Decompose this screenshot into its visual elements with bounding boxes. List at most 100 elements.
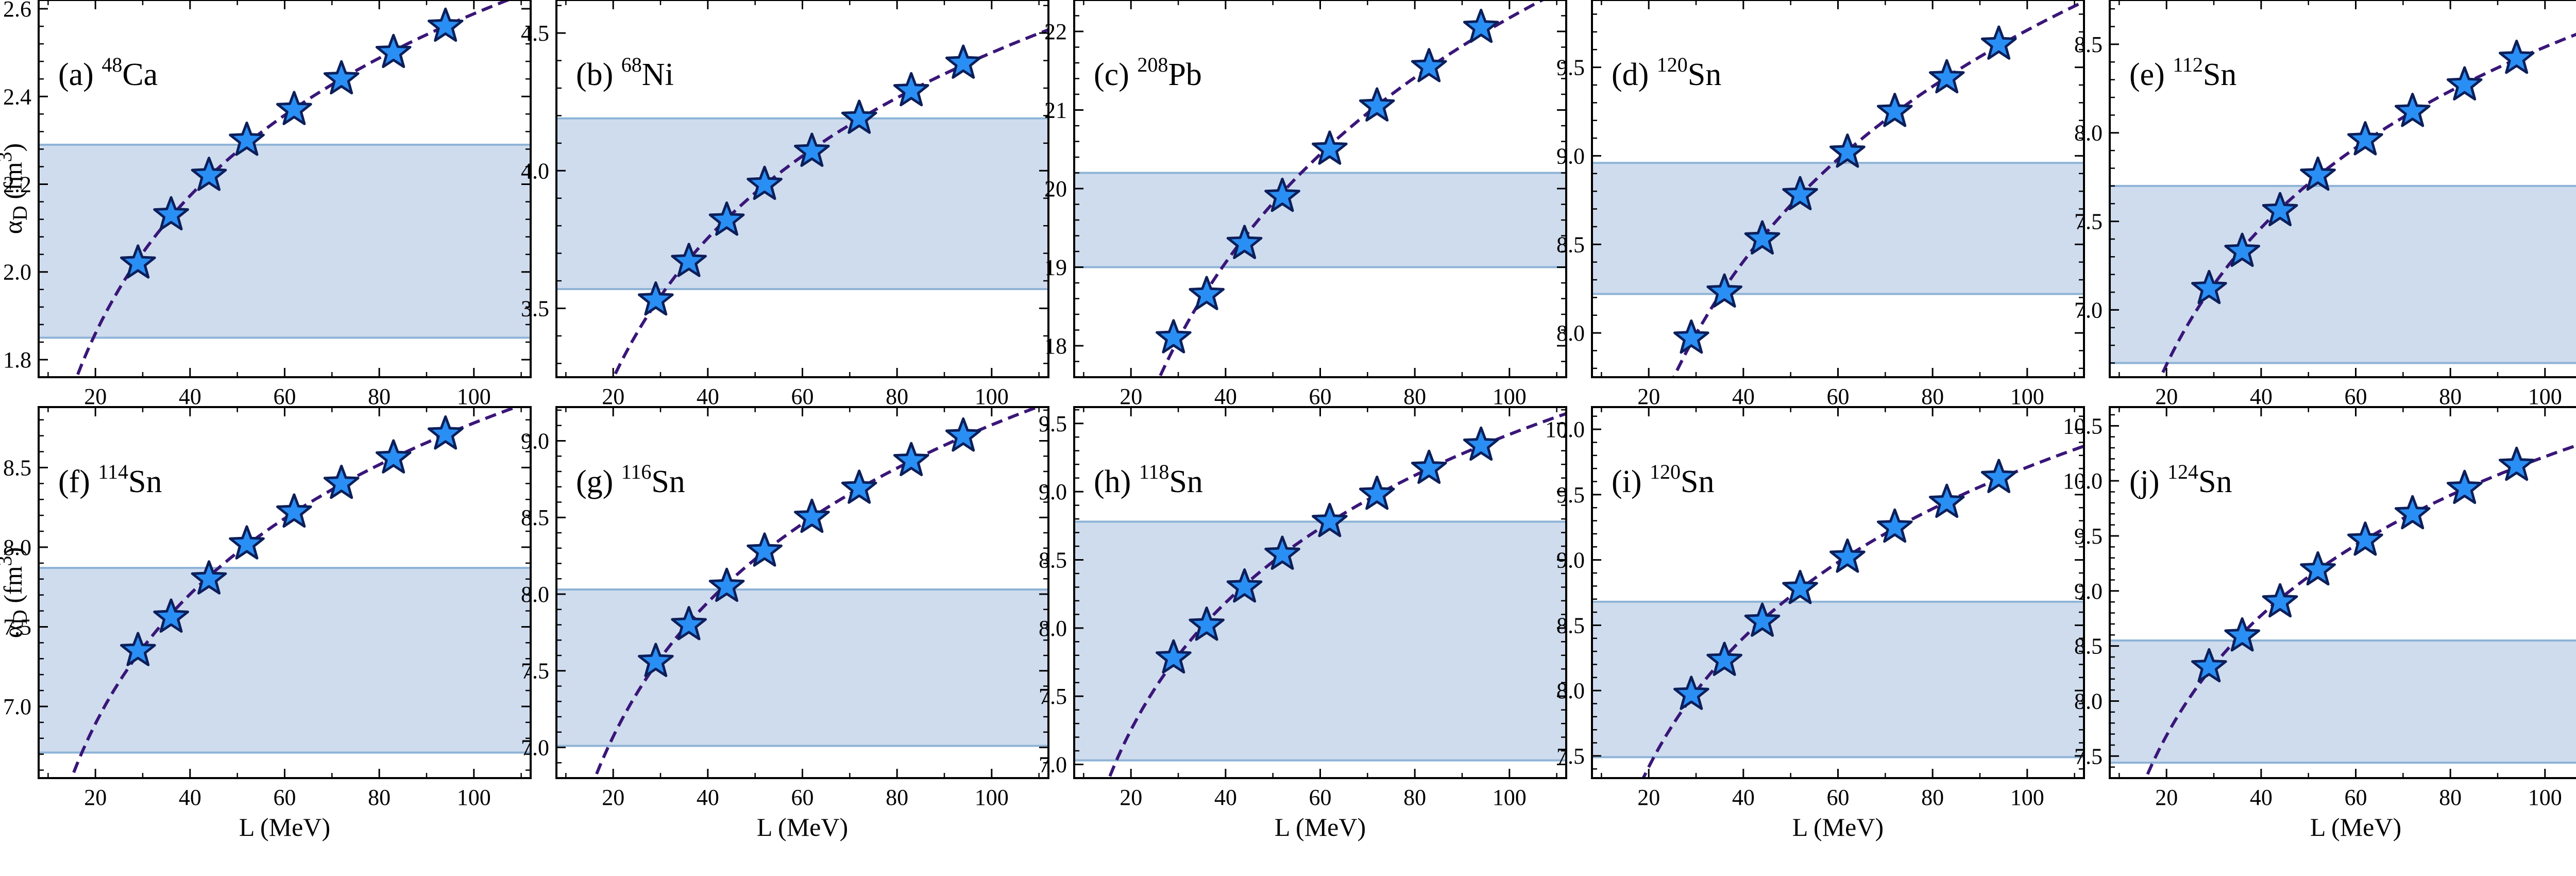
data-point-star	[1226, 225, 1263, 259]
x-tick-label: 20	[1120, 785, 1142, 810]
panel-i: 20 40 60 80 100 7.5 8.0 8.5 9.0 9.5 10.0 (i) 120Sn L…	[1545, 406, 2085, 841]
y-axis-label: αD (fm3)	[0, 143, 31, 234]
band-fill	[556, 589, 1048, 746]
y-tick-label: 2.4	[3, 84, 31, 109]
data-point-star	[1706, 273, 1742, 308]
x-tick-label: 40	[2250, 785, 2273, 810]
x-tick-label: 100	[457, 785, 491, 810]
data-point-star	[1673, 319, 1709, 354]
panel-letter: (b)	[576, 57, 621, 92]
x-axis-label: L (MeV)	[1792, 813, 1884, 841]
data-point-star	[375, 439, 412, 474]
band-fill	[1592, 163, 2084, 294]
data-point-star	[1264, 535, 1300, 570]
data-point-star	[229, 121, 265, 156]
panel-label: (i) 120Sn	[1612, 460, 1715, 499]
data-point-star	[747, 165, 783, 200]
element-symbol: Sn	[651, 464, 685, 499]
data-point-star	[1829, 538, 1866, 573]
data-point-star	[276, 493, 312, 528]
y-tick-label: 8.5	[1556, 613, 1585, 638]
data-point-star	[638, 281, 674, 316]
data-point-star	[2498, 39, 2535, 74]
element-symbol: Sn	[2198, 464, 2232, 499]
y-label-unit-exponent: 3	[0, 151, 16, 162]
y-tick-label: 10.5	[2063, 413, 2103, 439]
data-point-star	[1706, 642, 1742, 676]
mass-number: 68	[621, 53, 642, 76]
data-point-star	[1312, 130, 1348, 165]
panel-h: 20 40 60 80 100 7.0 7.5 8.0 8.5 9.0 9.5 (h) 118Sn L …	[1039, 406, 1567, 841]
y-tick-label: 7.0	[2074, 297, 2103, 323]
x-tick-label: 20	[602, 384, 624, 409]
x-tick-label: 80	[1921, 384, 1944, 409]
band-group	[39, 143, 531, 339]
x-tick-label: 80	[2439, 384, 2462, 409]
data-point-star	[2262, 192, 2298, 226]
data-point-star	[841, 469, 877, 504]
y-tick-label: 7.5	[1039, 684, 1067, 709]
y-tick-label: 10.0	[1545, 417, 1585, 442]
y-tick-label: 9.0	[2074, 579, 2103, 604]
data-point-star	[893, 442, 929, 477]
x-tick-label: 100	[1493, 384, 1527, 409]
mass-number: 124	[2167, 460, 2198, 483]
x-tick-label: 20	[1120, 384, 1142, 409]
data-point-star	[1463, 8, 1499, 43]
band-group	[1592, 162, 2084, 295]
data-point-star	[1189, 607, 1225, 641]
x-tick-label: 40	[179, 384, 201, 409]
band-fill	[2110, 186, 2576, 363]
y-label-unit-close: )	[0, 143, 27, 152]
data-point-star	[2262, 583, 2298, 618]
panel-letter: (h)	[1094, 464, 1139, 499]
mass-number: 48	[101, 53, 122, 76]
panel-label: (e) 112Sn	[2129, 53, 2236, 92]
data-point-star	[323, 464, 360, 499]
x-tick-label: 80	[1403, 785, 1426, 810]
x-tick-label: 60	[791, 384, 814, 409]
x-tick-label: 40	[179, 785, 201, 810]
data-point-star	[2224, 617, 2260, 652]
data-point-star	[375, 33, 412, 69]
data-point-star	[1876, 508, 1913, 543]
y-label-subscript: D	[8, 610, 31, 625]
data-point-star	[1359, 475, 1395, 510]
y-tick-label: 8.5	[1556, 232, 1585, 257]
y-tick-label: 7.5	[3, 614, 31, 639]
panel-b: 20 40 60 80 100 3.5 4.0 4.5 (b) 68Ni	[521, 0, 1049, 409]
panel-label: (d) 120Sn	[1612, 53, 1721, 92]
data-point-star	[638, 643, 674, 677]
x-tick-label: 80	[368, 384, 391, 409]
data-point-star	[2446, 469, 2483, 504]
panel-c: 20 40 60 80 100 18 19 20 21 22 (c) 208Pb	[1044, 0, 1567, 409]
data-point-star	[2394, 495, 2431, 530]
data-point-star	[945, 417, 981, 452]
data-point-star	[427, 415, 464, 450]
data-point-star	[2224, 232, 2260, 267]
y-tick-label: 7.0	[521, 735, 549, 760]
x-tick-label: 60	[1827, 785, 1850, 810]
x-tick-label: 60	[2345, 384, 2367, 409]
data-point-star	[1359, 87, 1395, 122]
element-symbol: Sn	[1688, 57, 1721, 92]
data-point-star	[191, 560, 227, 595]
data-point-star	[893, 72, 929, 107]
band-fill	[2110, 640, 2576, 763]
data-point-star	[1156, 319, 1192, 353]
data-point-star	[1264, 177, 1300, 212]
x-tick-label: 60	[274, 384, 296, 409]
y-tick-label: 8.5	[3, 455, 31, 480]
data-point-star	[708, 567, 745, 602]
x-tick-label: 40	[697, 785, 719, 810]
panel-letter: (j)	[2129, 464, 2167, 499]
data-point-star	[2394, 93, 2431, 127]
x-tick-label: 20	[2155, 384, 2178, 409]
panel-f: 20 40 60 80 100 7.0 7.5 8.0 8.5 (f) 114Sn L (MeV) α…	[0, 406, 532, 841]
panel-label: (j) 124Sn	[2129, 460, 2232, 499]
data-point-star	[1673, 676, 1709, 710]
panel-label: (h) 118Sn	[1094, 460, 1203, 499]
element-symbol: Sn	[128, 464, 162, 499]
band-group	[39, 567, 531, 754]
y-tick-label: 18	[1044, 333, 1067, 359]
